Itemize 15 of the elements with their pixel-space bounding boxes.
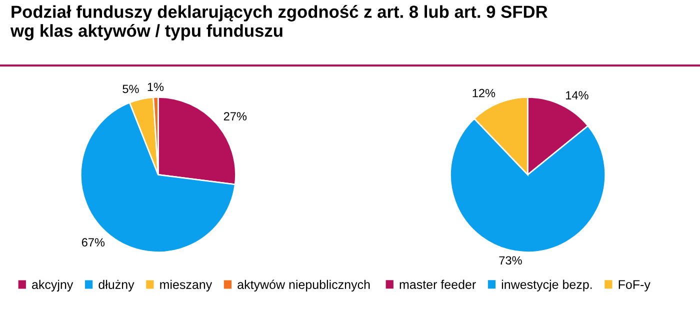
legend-label: aktywów niepublicznych (238, 280, 370, 292)
legend-label: master feeder (400, 280, 476, 289)
legend-label: mieszany (160, 280, 212, 292)
data-label: 27% (224, 112, 247, 120)
data-label: 67% (82, 238, 105, 247)
data-label: 73% (499, 256, 522, 265)
data-label: 12% (472, 88, 496, 98)
chart-title: Podział funduszy deklarujących zgodność z art. 8 lub art. 9 SFDR wg klas aktywów / typu funduszu (10, 5, 548, 40)
data-label: 14% (566, 91, 588, 100)
legend-label: inwestycje bezp. (502, 280, 592, 292)
legend-label: FoF-y (618, 280, 650, 292)
legend-label: dłużny (98, 280, 134, 292)
data-label: 5% (122, 84, 139, 94)
data-label: 1% (148, 82, 164, 92)
legend-label: akcyjny (32, 280, 74, 292)
